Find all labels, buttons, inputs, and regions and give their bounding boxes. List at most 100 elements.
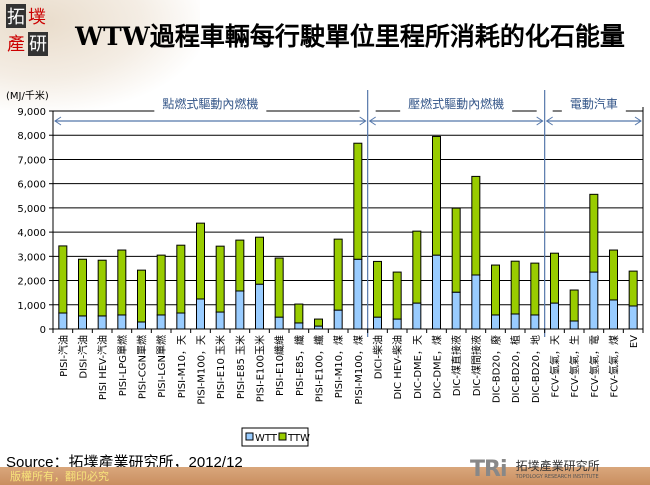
bar-ttw: [97, 259, 107, 317]
bar-ttw: [176, 244, 186, 314]
stacked-bar-chart: (MJ/千米) 0 1,000 2,000 3,000 4,000 5,000 6,000 7,…: [6, 89, 644, 447]
bar-ttw: [78, 258, 87, 317]
bar-ttw: [609, 249, 618, 301]
x-tick-label: DIC-BD20，廢: [490, 335, 503, 403]
x-tick-label: PISI-M10，煤: [332, 335, 345, 398]
bar-wtt: [117, 314, 127, 330]
legend-label: TTW: [287, 433, 310, 444]
bar-wtt: [176, 312, 186, 330]
tri-logo: TRi 拓墣產業研究所 TOPOLOGY RESEARCH INSTITUTE: [470, 457, 600, 482]
x-tick-label: DIC-DME，煤: [431, 335, 444, 399]
svg-text:拓: 拓: [7, 7, 25, 28]
bar-wtt: [137, 321, 146, 330]
bar-wtt: [274, 316, 284, 330]
bar-ttw: [235, 239, 245, 292]
bar-ttw: [569, 289, 579, 322]
bar-wtt: [471, 274, 481, 330]
bar-wtt: [58, 312, 68, 330]
y-tick-label: 3,000: [17, 252, 46, 263]
x-tick-label: PISI-汽油: [57, 335, 70, 377]
y-tick-label: 6,000: [17, 180, 46, 191]
x-tick-label: PISI-E85 玉米: [234, 335, 247, 399]
x-tick-label: PISI-E100，纖: [313, 335, 326, 402]
bar-ttw: [353, 142, 363, 260]
arrow-right-icon: [359, 116, 367, 126]
bar-ttw: [294, 303, 304, 324]
bar-wtt: [392, 318, 402, 330]
tri-brand-cn: 拓墣產業研究所: [515, 459, 600, 473]
bar-wtt: [333, 309, 343, 330]
bar-ttw: [274, 257, 284, 318]
x-tick-label: PISI-E10 玉米: [214, 335, 227, 399]
bar-wtt: [196, 298, 205, 330]
x-tick-label: FCV-氫氣，電: [588, 335, 601, 398]
bar-wtt: [451, 291, 461, 330]
bar-ttw: [628, 270, 638, 307]
bar-ttw: [491, 264, 500, 316]
bar-wtt: [628, 305, 638, 330]
x-tick-label: DIC-BD20，植: [509, 335, 522, 403]
bar-wtt: [353, 258, 363, 330]
y-tick-label: 7,000: [17, 155, 46, 166]
group-label: 點燃式驅動內燃機: [162, 96, 258, 111]
legend-box: [241, 427, 309, 447]
legend-swatch-ttw: [278, 432, 287, 441]
bar-wtt: [97, 315, 107, 330]
y-tick-label: 4,000: [17, 228, 46, 239]
arrow-right-icon: [634, 116, 642, 126]
bar-ttw: [137, 269, 146, 323]
y-tick-label: 0: [40, 325, 46, 336]
x-tick-label: EV: [629, 335, 640, 348]
bar-ttw: [412, 230, 422, 304]
bar-ttw: [432, 135, 441, 256]
bar-wtt: [432, 254, 441, 330]
svg-text:墣: 墣: [28, 7, 46, 28]
x-tick-label: FCV-氫氣，生: [568, 335, 581, 398]
group-label: 電動汽車: [570, 96, 618, 111]
bar-wtt: [215, 311, 225, 330]
bar-ttw: [314, 318, 323, 327]
x-tick-label: DIC-煤直接液: [450, 335, 463, 396]
x-tick-label: DIC-DME，天: [413, 335, 424, 399]
svg-text:產: 產: [7, 34, 25, 55]
bar-wtt: [589, 271, 599, 330]
x-tick-label: PISI-LPG單燃: [116, 335, 129, 396]
company-logo: 拓 墣 產 研: [6, 4, 48, 56]
bar-ttw: [550, 252, 559, 304]
bar-ttw: [255, 236, 264, 285]
x-tick-label: PISI-E85，纖: [293, 335, 306, 396]
bar-wtt: [156, 314, 166, 330]
bar-ttw: [215, 245, 225, 313]
bar-wtt: [550, 302, 559, 330]
bar-wtt: [294, 322, 304, 330]
x-tick-label: PISI-E100玉米: [254, 335, 267, 402]
x-tick-label: DIC-BD20，地: [529, 335, 542, 403]
arrow-left-icon: [368, 116, 376, 126]
bar-ttw: [373, 260, 382, 318]
bar-ttw: [117, 249, 127, 316]
x-tick-label: DISI-汽油: [77, 335, 90, 379]
arrow-left-icon: [54, 116, 62, 126]
bar-wtt: [491, 314, 500, 330]
x-tick-label: PISI-M100，煤: [352, 335, 365, 405]
bar-ttw: [58, 245, 68, 314]
bar-ttw: [589, 193, 599, 273]
bar-ttw: [510, 260, 520, 315]
copyright-text: 版權所有，翻印必究: [10, 470, 109, 483]
x-tick-label: PISI-LGN單燃: [155, 335, 168, 398]
bar-wtt: [412, 302, 422, 330]
legend-swatch-wtt: [245, 432, 254, 441]
footer-bar: 版權所有，翻印必究: [0, 467, 650, 485]
bar-ttw: [156, 254, 166, 316]
bar-wtt: [235, 290, 245, 330]
x-tick-label: FCV-氫氣，天: [549, 335, 562, 398]
y-tick-label: 5,000: [17, 204, 46, 215]
x-tick-label: PISI-M10，天: [177, 335, 188, 398]
x-tick-label: PISI-CGN單燃: [136, 335, 149, 399]
bar-ttw: [471, 175, 481, 276]
tri-brand-en: TOPOLOGY RESEARCH INSTITUTE: [515, 474, 599, 480]
x-tick-label: PISI-E10纖維: [273, 335, 286, 396]
x-tick-label: DIC-煤間接液: [470, 335, 483, 396]
bar-ttw: [530, 262, 540, 316]
bar-ttw: [451, 207, 461, 293]
